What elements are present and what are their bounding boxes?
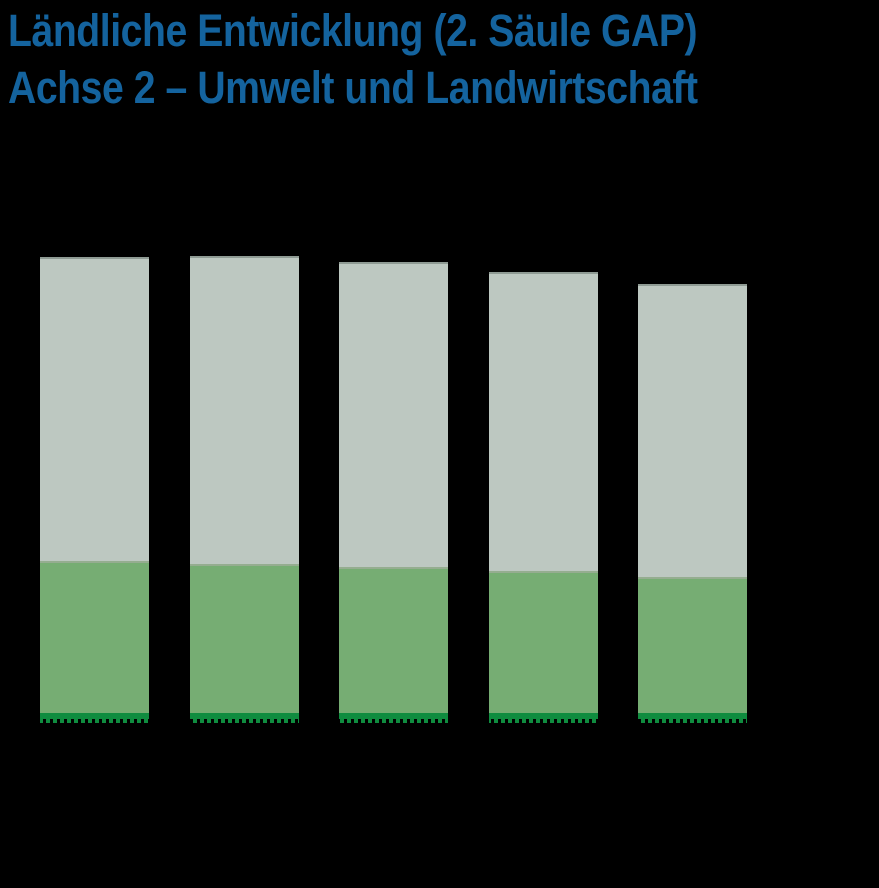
bar-segment-middle — [638, 577, 747, 713]
bar-segment-bottom — [638, 713, 747, 723]
bar-segment-middle — [339, 567, 448, 713]
bar-4 — [489, 272, 598, 723]
bar-segment-bottom — [40, 713, 149, 723]
chart-title-line-2: Achse 2 – Umwelt und Landwirtschaft — [8, 62, 698, 113]
bar-segment-middle — [190, 564, 299, 713]
bar-segment-bottom — [339, 713, 448, 723]
bar-segment-middle — [40, 561, 149, 713]
bar-segment-bottom — [190, 713, 299, 723]
chart-title-line-1: Ländliche Entwicklung (2. Säule GAP) — [8, 5, 698, 56]
bar-segment-top — [190, 256, 299, 564]
bar-2 — [190, 256, 299, 723]
bar-segment-top — [40, 257, 149, 561]
bar-segment-top — [638, 284, 747, 577]
bar-5 — [638, 284, 747, 723]
bar-3 — [339, 262, 448, 723]
bar-segment-top — [489, 272, 598, 571]
bar-1 — [40, 257, 149, 723]
bar-segment-top — [339, 262, 448, 567]
baseline-dashed-axis — [36, 719, 752, 723]
bar-segment-middle — [489, 571, 598, 713]
bar-segment-bottom — [489, 713, 598, 723]
